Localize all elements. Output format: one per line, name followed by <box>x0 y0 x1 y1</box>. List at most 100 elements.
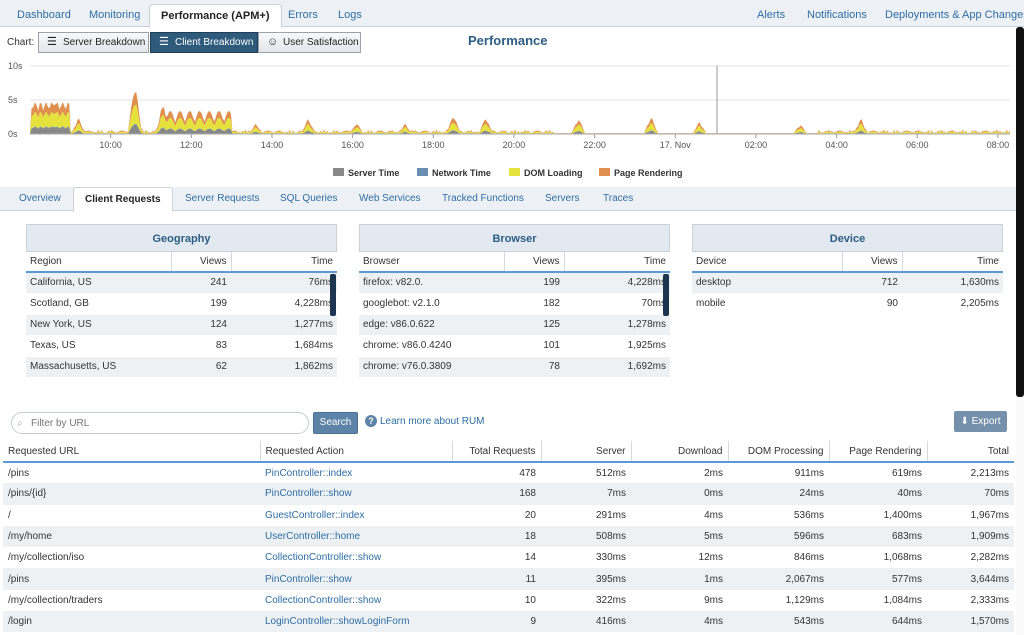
export-label: Export <box>971 416 1001 427</box>
export-button[interactable]: ⬇ Export <box>954 411 1007 432</box>
geography-row[interactable]: Scotland, GB 199 4,228ms <box>26 293 337 315</box>
col-dom-processing[interactable]: DOM Processing <box>728 441 830 463</box>
nav-logs[interactable]: Logs <box>338 9 362 21</box>
table-row[interactable]: /login LoginController::showLoginForm 9 416… <box>3 611 1014 633</box>
table-row[interactable]: /my/collection/iso CollectionController::… <box>3 547 1014 568</box>
geography-scrollbar[interactable] <box>330 274 336 316</box>
tab-server-requests[interactable]: Server Requests <box>185 193 260 204</box>
browser-table: Browser Views Time firefox: v82.0. 199 4,2… <box>359 252 670 378</box>
page-scrollbar[interactable] <box>1016 27 1024 635</box>
action-link[interactable]: PinController::show <box>260 483 452 505</box>
browser-row[interactable]: chrome: v76.0.3809 78 1,692ms <box>359 356 670 378</box>
table-row-cell: 11 <box>452 568 541 590</box>
browser-row[interactable]: chrome: v86.0.4240 101 1,925ms <box>359 335 670 357</box>
legend-label[interactable]: Network Time <box>432 168 491 178</box>
col-browser[interactable]: Browser <box>359 252 505 273</box>
col-total-requests[interactable]: Total Requests <box>452 441 542 463</box>
legend-label[interactable]: Page Rendering <box>614 168 683 178</box>
x-tick-label: 06:00 <box>906 140 929 150</box>
table-row[interactable]: /pins PinController::index 478 512ms 2ms 911m… <box>3 462 1014 483</box>
help-icon[interactable]: ? <box>365 415 377 427</box>
col-time[interactable]: Time <box>231 252 337 273</box>
nav-monitoring[interactable]: Monitoring <box>89 9 141 21</box>
legend-label[interactable]: Server Time <box>348 168 399 178</box>
table-row[interactable]: /my/home UserController::home 18 508ms 5ms 59… <box>3 525 1014 548</box>
table-row-cell: 5ms <box>631 525 728 548</box>
tab-sql-queries[interactable]: SQL Queries <box>280 193 338 204</box>
server-breakdown-button[interactable]: ☰ Server Breakdown <box>38 32 149 53</box>
browser-row[interactable]: edge: v86.0.622 125 1,278ms <box>359 314 670 336</box>
geography-row[interactable]: New York, US 124 1,277ms <box>26 314 337 336</box>
search-button[interactable]: Search <box>313 412 358 434</box>
col-requested-url[interactable]: Requested URL <box>3 441 261 463</box>
col-views[interactable]: Views <box>171 252 232 273</box>
browser-row-cell: 70ms <box>564 293 670 315</box>
nav-errors[interactable]: Errors <box>288 9 318 21</box>
table-row[interactable]: / GuestController::index 20 291ms 4ms 536ms 1,… <box>3 505 1014 526</box>
col-total[interactable]: Total <box>927 441 1014 463</box>
search-icon: ⌕ <box>17 418 23 429</box>
geography-row[interactable]: Texas, US 83 1,684ms <box>26 335 337 357</box>
filter-url-input[interactable] <box>11 412 309 434</box>
tab-traces[interactable]: Traces <box>603 193 634 204</box>
browser-scrollbar[interactable] <box>663 274 669 316</box>
col-views[interactable]: Views <box>504 252 565 273</box>
y-tick-label: 10s <box>8 61 23 71</box>
browser-row-cell: chrome: v76.0.3809 <box>359 356 504 378</box>
table-row[interactable]: /pins/{id} PinController::show 168 7ms 0ms 24… <box>3 483 1014 505</box>
table-row-cell: 543ms <box>728 611 829 633</box>
action-link[interactable]: PinController::index <box>265 467 353 479</box>
col-time[interactable]: Time <box>902 252 1003 273</box>
nav-performance[interactable]: Performance (APM+) <box>149 4 282 28</box>
table-row-cell: 1,129ms <box>785 594 824 606</box>
tab-web-services[interactable]: Web Services <box>359 193 421 204</box>
col-device[interactable]: Device <box>692 252 843 273</box>
col-region[interactable]: Region <box>26 252 172 273</box>
table-row-cell: 536ms <box>793 509 824 521</box>
nav-alerts[interactable]: Alerts <box>757 9 786 21</box>
tab-overview[interactable]: Overview <box>19 193 61 204</box>
scrollbar-thumb[interactable] <box>1016 27 1024 397</box>
geography-row[interactable]: California, US 241 76ms <box>26 272 337 294</box>
user-satisfaction-button[interactable]: ☺ User Satisfaction <box>258 32 361 53</box>
table-row-cell: 478 <box>519 467 536 479</box>
col-server[interactable]: Server <box>541 441 632 463</box>
action-link[interactable]: CollectionController::show <box>265 552 382 564</box>
browser-row[interactable]: googlebot: v2.1.0 182 70ms <box>359 293 670 315</box>
tab-servers[interactable]: Servers <box>545 193 580 204</box>
action-link[interactable]: GuestController::index <box>265 509 365 521</box>
device-row[interactable]: desktop 712 1,630ms <box>692 272 1003 294</box>
col-views[interactable]: Views <box>842 252 903 273</box>
device-row[interactable]: mobile 90 2,205ms <box>692 293 1003 315</box>
browser-row[interactable]: firefox: v82.0. 199 4,228ms <box>359 272 670 294</box>
legend-label[interactable]: DOM Loading <box>524 168 583 178</box>
col-download[interactable]: Download <box>631 441 729 463</box>
smiley-icon: ☺ <box>267 36 279 48</box>
learn-rum-link[interactable]: Learn more about RUM <box>380 416 485 427</box>
geography-row[interactable]: Massachusetts, US 62 1,862ms <box>26 356 337 378</box>
table-row[interactable]: /my/collection/traders CollectionControll… <box>3 590 1014 611</box>
tab-tracked-functions[interactable]: Tracked Functions <box>442 193 524 204</box>
action-link[interactable]: CollectionController::show <box>265 594 382 606</box>
action-link[interactable]: LoginController::showLoginForm <box>260 611 452 633</box>
table-row-cell: 0ms <box>631 483 728 505</box>
table-row[interactable]: /pins PinController::show 11 395ms 1ms 2,067m… <box>3 568 1014 590</box>
table-row-cell: 4ms <box>704 509 723 521</box>
tab-client-requests[interactable]: Client Requests <box>73 187 173 212</box>
col-requested-action[interactable]: Requested Action <box>260 441 453 463</box>
table-row-cell: 9ms <box>704 594 723 606</box>
table-row-cell: 20 <box>524 509 536 521</box>
x-tick-label: 20:00 <box>503 140 526 150</box>
browser-row-cell: 101 <box>504 335 564 357</box>
action-link[interactable]: PinController::show <box>260 568 452 590</box>
x-tick-label: 22:00 <box>583 140 606 150</box>
col-time[interactable]: Time <box>564 252 670 273</box>
client-breakdown-button[interactable]: ☰ Client Breakdown <box>150 32 258 53</box>
nav-deployments[interactable]: Deployments & App Changes <box>885 9 1024 21</box>
browser-row-cell: 1,692ms <box>564 356 670 378</box>
x-tick-label: 04:00 <box>825 140 848 150</box>
nav-notifications[interactable]: Notifications <box>807 9 867 21</box>
col-page-rendering[interactable]: Page Rendering <box>829 441 928 463</box>
nav-dashboard[interactable]: Dashboard <box>17 9 71 21</box>
action-link[interactable]: UserController::home <box>260 525 452 548</box>
